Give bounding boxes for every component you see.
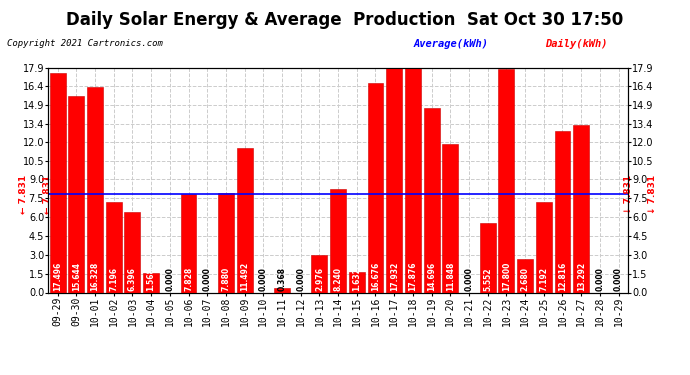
Bar — [555, 131, 571, 292]
Text: 6.396: 6.396 — [128, 268, 137, 291]
Text: 17.932: 17.932 — [390, 262, 399, 291]
Text: 0.368: 0.368 — [277, 267, 286, 291]
Text: 1.632: 1.632 — [353, 268, 362, 291]
Text: Daily(kWh): Daily(kWh) — [545, 39, 608, 50]
Bar — [87, 87, 103, 292]
Text: 7.880: 7.880 — [221, 267, 230, 291]
Bar — [405, 68, 421, 292]
Text: ← 7.831: ← 7.831 — [19, 174, 28, 214]
Bar — [106, 202, 121, 292]
Bar — [368, 83, 384, 292]
Text: 0.000: 0.000 — [614, 268, 623, 291]
Text: 16.328: 16.328 — [90, 262, 99, 291]
Bar — [517, 259, 533, 292]
Text: 8.240: 8.240 — [333, 267, 343, 291]
Text: 13.292: 13.292 — [577, 262, 586, 291]
Text: ↓ 7.831: ↓ 7.831 — [624, 174, 633, 214]
Bar — [68, 96, 84, 292]
Text: 17.496: 17.496 — [53, 262, 62, 291]
Text: 17.800: 17.800 — [502, 262, 511, 291]
Bar — [386, 67, 402, 292]
Text: Copyright 2021 Cartronics.com: Copyright 2021 Cartronics.com — [7, 39, 163, 48]
Bar — [424, 108, 440, 292]
Bar — [50, 73, 66, 292]
Text: ↓ 7.831: ↓ 7.831 — [649, 174, 658, 214]
Bar — [218, 194, 234, 292]
Bar — [349, 272, 365, 292]
Bar — [573, 125, 589, 292]
Text: 7.192: 7.192 — [540, 267, 549, 291]
Text: 15.644: 15.644 — [72, 262, 81, 291]
Bar — [181, 194, 197, 292]
Text: 0.000: 0.000 — [203, 268, 212, 291]
Text: 2.976: 2.976 — [315, 267, 324, 291]
Text: 14.696: 14.696 — [427, 262, 436, 291]
Bar — [498, 69, 514, 292]
Text: 11.848: 11.848 — [446, 262, 455, 291]
Bar — [330, 189, 346, 292]
Text: 0.000: 0.000 — [166, 268, 175, 291]
Text: 7.828: 7.828 — [184, 267, 193, 291]
Text: 2.680: 2.680 — [520, 267, 529, 291]
Bar — [311, 255, 327, 292]
Bar — [480, 223, 495, 292]
Text: 16.676: 16.676 — [371, 262, 380, 291]
Text: Daily Solar Energy & Average  Production  Sat Oct 30 17:50: Daily Solar Energy & Average Production … — [66, 11, 624, 29]
Text: 11.492: 11.492 — [240, 262, 249, 291]
Bar — [237, 148, 253, 292]
Text: 0.000: 0.000 — [296, 268, 305, 291]
Bar — [124, 212, 140, 292]
Text: 0.000: 0.000 — [259, 268, 268, 291]
Bar — [274, 288, 290, 292]
Text: 1.568: 1.568 — [147, 268, 156, 291]
Text: 7.196: 7.196 — [109, 267, 118, 291]
Bar — [536, 202, 552, 292]
Text: 12.816: 12.816 — [558, 262, 567, 291]
Bar — [442, 144, 458, 292]
Text: 0.000: 0.000 — [464, 268, 473, 291]
Text: Average(kWh): Average(kWh) — [414, 39, 489, 50]
Text: 5.552: 5.552 — [483, 268, 492, 291]
Text: 0.000: 0.000 — [595, 268, 604, 291]
Text: 17.876: 17.876 — [408, 262, 417, 291]
Bar — [144, 273, 159, 292]
Text: ← 7.831: ← 7.831 — [43, 174, 52, 214]
